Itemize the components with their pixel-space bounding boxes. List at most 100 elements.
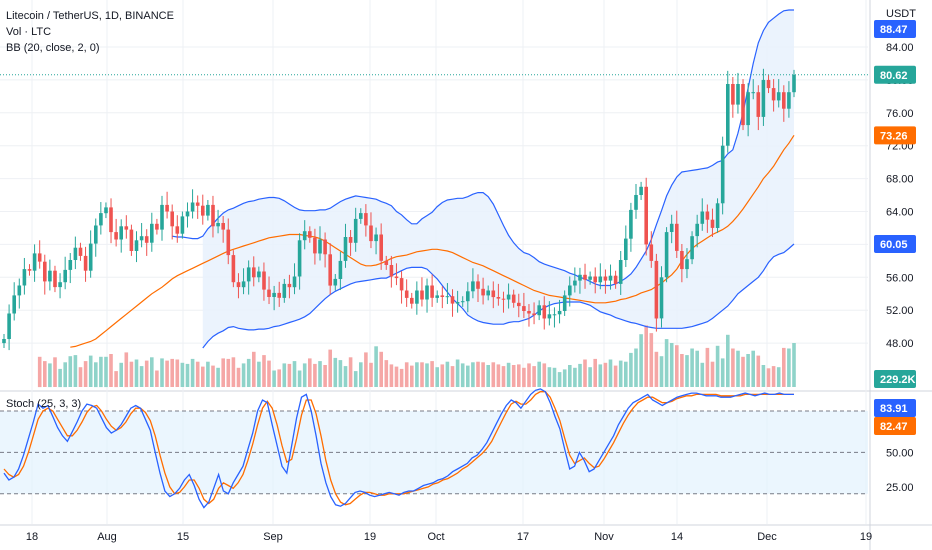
candle-body <box>675 223 679 251</box>
volume-bar <box>58 368 62 388</box>
candle-body <box>353 218 358 243</box>
candle-body <box>695 223 699 237</box>
candle-body <box>573 280 577 286</box>
bb-upper-line <box>172 9 794 287</box>
volume-bar <box>634 348 638 387</box>
last-price-badge-text: 80.62 <box>880 70 908 82</box>
volume-bar <box>542 363 547 388</box>
volume-legend[interactable]: Vol · LTC <box>6 26 52 38</box>
volume-bar <box>359 362 363 388</box>
volume-bar <box>282 363 287 388</box>
volume-bar <box>134 359 139 387</box>
candle-body <box>313 237 317 254</box>
volume-bar <box>782 347 786 387</box>
volume-badge-text: 229.2K <box>880 374 916 386</box>
candle-body <box>379 234 383 261</box>
volume-bar <box>731 348 735 387</box>
candle-body <box>318 239 322 254</box>
y-tick-label: 84.00 <box>886 42 914 54</box>
bb-basis-badge <box>874 126 916 145</box>
volume-bar <box>425 363 429 388</box>
volume-bar <box>155 370 159 387</box>
candle-body <box>160 204 164 230</box>
candle-body <box>226 229 231 256</box>
volume-bar <box>450 366 455 387</box>
stoch-legend[interactable]: Stoch (25, 3, 3) <box>6 398 82 410</box>
candle-body <box>578 274 582 281</box>
candle-body <box>624 238 628 260</box>
candle-body <box>282 283 287 298</box>
candle-body <box>680 251 684 270</box>
candle-body <box>211 204 215 227</box>
candle-body <box>552 314 557 316</box>
stoch-d-badge <box>874 417 916 435</box>
y-tick-label: 48.00 <box>886 338 914 350</box>
volume-bar <box>624 361 628 387</box>
volume-bar <box>471 362 475 388</box>
volume-bar <box>160 358 164 387</box>
volume-bar <box>669 343 674 387</box>
candle-body <box>267 289 271 297</box>
candle-body <box>12 295 16 314</box>
candle-body <box>272 292 276 297</box>
volume-bar <box>165 360 169 387</box>
volume-bar <box>323 365 327 387</box>
volume-bar <box>257 361 261 387</box>
candle-body <box>241 281 246 288</box>
candle-body <box>664 232 669 278</box>
candle-body <box>150 223 154 243</box>
candle-body <box>99 213 103 226</box>
stoch-k-badge-text: 83.91 <box>880 403 908 415</box>
candle-body <box>649 244 654 261</box>
bb-fill <box>202 10 795 348</box>
stoch-tick-label: 25.00 <box>886 482 914 494</box>
volume-bar <box>766 368 771 387</box>
candle-body <box>104 207 108 214</box>
volume-bar <box>88 355 93 387</box>
last-price-badge <box>874 65 916 84</box>
candle-body <box>639 186 643 195</box>
candle-body <box>343 237 348 261</box>
volume-bar <box>68 356 73 387</box>
volume-bar <box>185 363 190 387</box>
volume-bar <box>246 358 251 387</box>
candle-body <box>491 290 496 298</box>
bb-basis-line <box>70 134 795 348</box>
volume-bar <box>445 361 450 387</box>
x-tick-label: Aug <box>97 531 117 543</box>
volume-bar <box>104 356 108 388</box>
candle-body <box>583 274 587 280</box>
volume-bar <box>211 365 215 388</box>
volume-bar <box>201 366 205 387</box>
volume-bar <box>573 367 577 388</box>
volume-bar <box>557 372 562 387</box>
volume-bar <box>486 365 490 387</box>
volume-bar <box>410 365 414 388</box>
volume-bar <box>562 369 567 387</box>
volume-badge <box>874 370 916 388</box>
candle-body <box>83 255 88 271</box>
volume-bar <box>705 347 710 387</box>
volume-bar <box>83 361 88 387</box>
candle-body <box>547 314 552 319</box>
volume-bar <box>787 348 791 387</box>
candle-body <box>420 290 424 300</box>
candle-body <box>364 213 368 226</box>
candle-body <box>302 231 307 241</box>
volume-bar <box>389 364 394 387</box>
volume-bar <box>476 361 480 387</box>
volume-bar <box>675 345 679 387</box>
symbol-title[interactable]: Litecoin / TetherUS, 1D, BINANCE <box>6 10 174 22</box>
volume-bar <box>460 363 465 388</box>
bb-legend[interactable]: BB (20, close, 2, 0) <box>6 42 100 54</box>
candle-body <box>165 204 169 212</box>
candle-body <box>231 255 236 283</box>
volume-bar <box>308 358 312 387</box>
volume-bar <box>73 355 78 387</box>
volume-bar <box>394 366 399 387</box>
candle-body <box>410 297 414 304</box>
candle-body <box>206 204 210 216</box>
x-tick-label: 19 <box>364 531 376 543</box>
candle-body <box>460 301 465 303</box>
volume-bar <box>420 362 424 388</box>
